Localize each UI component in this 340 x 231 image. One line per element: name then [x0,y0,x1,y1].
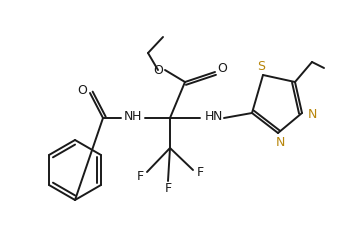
Text: N: N [275,137,285,149]
Text: O: O [217,63,227,76]
Text: F: F [136,170,143,182]
Text: O: O [77,85,87,97]
Text: H: H [204,110,214,124]
Text: O: O [153,64,163,77]
Text: N: N [307,107,317,121]
Text: S: S [257,61,265,73]
Text: N: N [123,110,133,124]
Text: F: F [197,167,204,179]
Text: H: H [131,110,141,124]
Text: F: F [165,182,172,195]
Text: N: N [212,110,222,124]
